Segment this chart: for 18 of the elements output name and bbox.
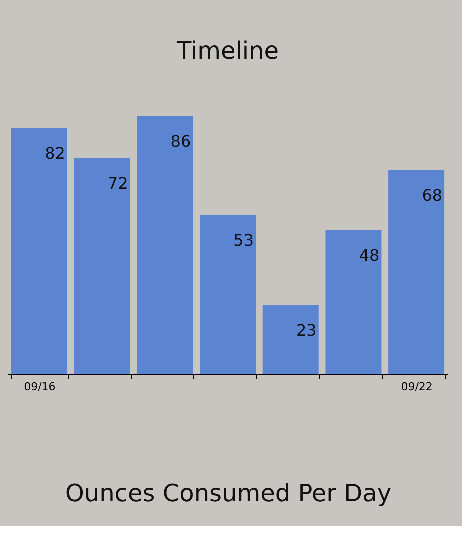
bar [200, 215, 256, 374]
data-label: 82 [45, 144, 66, 163]
data-label: 53 [234, 231, 254, 250]
bar [11, 128, 68, 374]
data-label: 48 [359, 246, 380, 265]
bar [326, 230, 382, 374]
data-label: 68 [422, 186, 443, 205]
bar [388, 170, 445, 374]
chart-title: Timeline [176, 37, 280, 65]
data-label: 23 [296, 321, 317, 340]
data-label: 72 [108, 174, 128, 193]
data-label: 86 [170, 132, 192, 151]
bar [74, 158, 130, 374]
x-tick-label: 09/16 [24, 380, 56, 394]
bar [262, 305, 319, 374]
x-axis-title: Ounces Consumed Per Day [65, 480, 392, 508]
bar [137, 116, 194, 374]
x-tick-label: 09/22 [401, 380, 433, 394]
